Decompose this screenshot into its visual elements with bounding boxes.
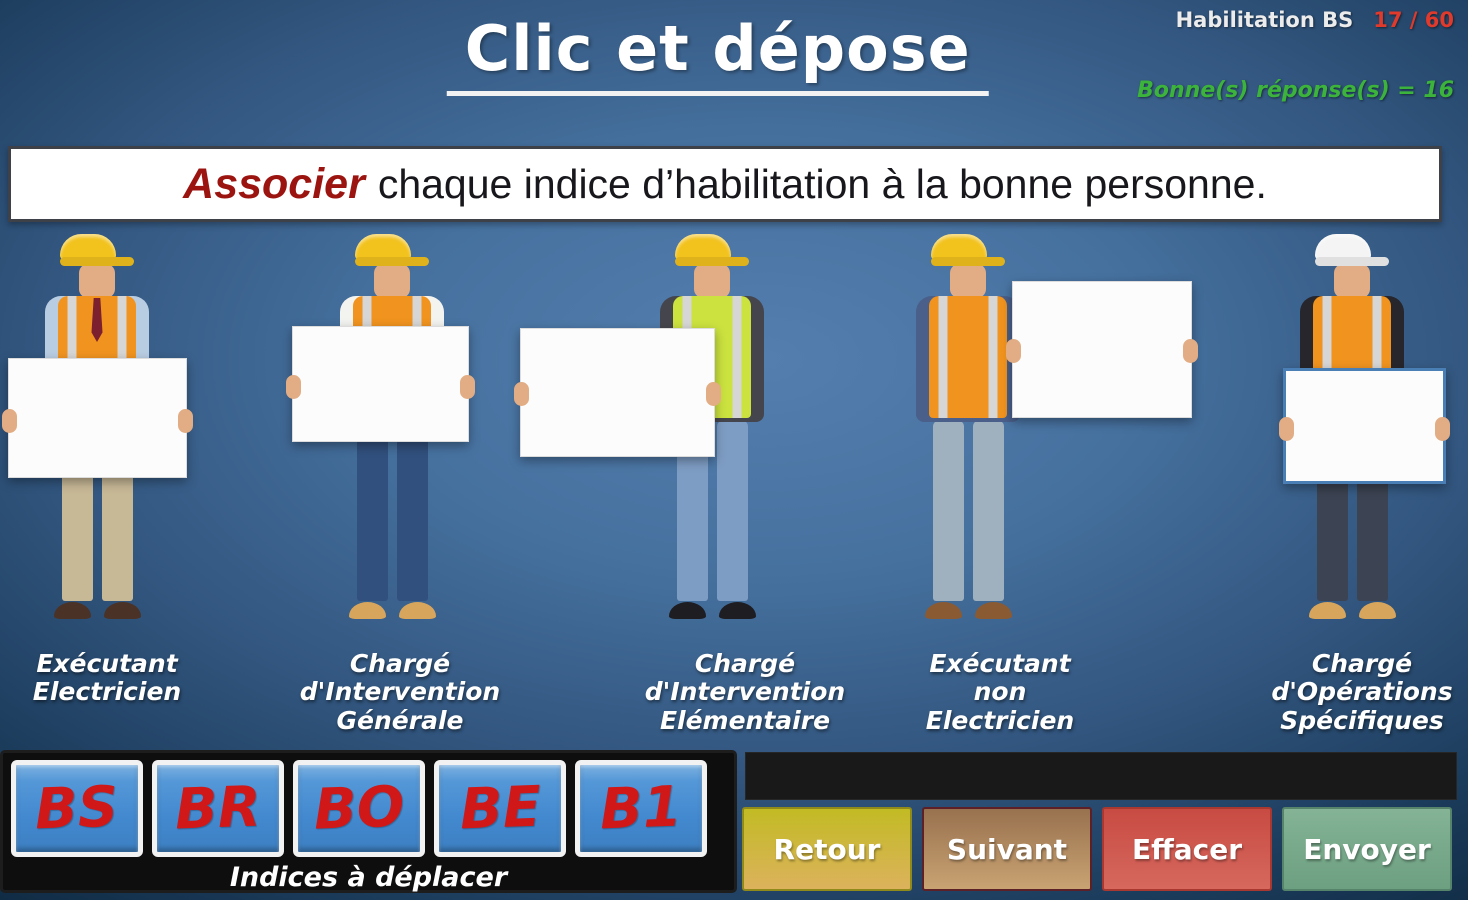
worker-boots	[348, 602, 436, 619]
index-tile-b1[interactable]: B1	[575, 760, 707, 857]
worker-face	[694, 264, 730, 298]
index-letter: BE	[458, 774, 542, 843]
instruction-emphasis: Associer	[183, 159, 365, 208]
hard-hat-icon	[675, 234, 749, 266]
hard-hat-icon	[931, 234, 1005, 266]
hard-hat-icon	[1315, 234, 1389, 266]
worker-boots	[668, 602, 756, 619]
buttons-row: Retour Suivant Effacer Envoyer	[742, 807, 1452, 891]
index-letter: BR	[173, 774, 263, 843]
sign-drop-target-charge-intervention-generale[interactable]	[286, 326, 475, 442]
index-letter: B1	[599, 774, 683, 843]
index-tile-bo[interactable]: BO	[293, 760, 425, 857]
progress-counter: 17 / 60	[1373, 8, 1454, 32]
worker-legs	[932, 421, 1004, 601]
workers-stage: Exécutant Electricien Chargé d'Interventi…	[0, 226, 1468, 750]
instruction-text: chaque indice d’habilitation à la bonne …	[377, 160, 1267, 207]
envoyer-button[interactable]: Envoyer	[1282, 807, 1452, 891]
worker-label-executant-non-electricien: Exécutant non Electricien	[925, 649, 1075, 735]
hard-hat-icon	[60, 234, 134, 266]
index-tile-be[interactable]: BE	[434, 760, 566, 857]
status-block: Habilitation BS 17 / 60 Bonne(s) réponse(…	[1137, 8, 1454, 103]
suivant-button[interactable]: Suivant	[922, 807, 1092, 891]
worker-label-executant-electricien: Exécutant Electricien	[32, 649, 182, 707]
worker-boots	[1308, 602, 1396, 619]
sign-drop-target-executant-electricien[interactable]	[2, 358, 193, 478]
index-letter: BO	[312, 774, 406, 843]
indices-panel: BS BR BO BE B1 Indices à déplacer	[0, 750, 737, 893]
retour-button[interactable]: Retour	[742, 807, 912, 891]
indices-caption: Indices à déplacer	[229, 862, 508, 893]
worker-label-charge-intervention-generale: Chargé d'Intervention Générale	[299, 649, 501, 735]
worker-boots	[924, 602, 1012, 619]
score-label: Bonne(s) réponse(s) = 16	[1137, 78, 1454, 103]
worker-label-charge-operations-specifiques: Chargé d'Opérations Spécifiques	[1271, 649, 1453, 735]
worker-face	[950, 264, 986, 298]
hard-hat-icon	[355, 234, 429, 266]
worker-charge-intervention-elementaire	[514, 226, 817, 746]
page-title: Clic et dépose	[446, 12, 989, 96]
index-tile-br[interactable]: BR	[152, 760, 284, 857]
worker-boots	[53, 602, 141, 619]
worker-legs	[356, 421, 428, 601]
sign-drop-target-charge-operations-specifiques[interactable]	[1279, 368, 1450, 484]
worker-torso	[916, 296, 1020, 422]
instruction-banner: Associer chaque indice d’habilitation à …	[8, 146, 1442, 222]
worker-label-charge-intervention-elementaire: Chargé d'Intervention Elémentaire	[644, 649, 846, 735]
indices-tray: BS BR BO BE B1	[3, 753, 734, 857]
index-tile-bs[interactable]: BS	[11, 760, 143, 857]
effacer-button[interactable]: Effacer	[1102, 807, 1272, 891]
worker-executant-non-electricien	[863, 226, 1198, 746]
index-letter: BS	[34, 774, 120, 843]
answer-strip	[745, 752, 1457, 800]
worker-face	[79, 264, 115, 298]
necktie	[91, 298, 103, 342]
worker-executant-electricien	[0, 226, 202, 746]
sign-drop-target-executant-non-electricien[interactable]	[1006, 281, 1198, 418]
worker-face	[374, 264, 410, 298]
worker-charge-operations-specifiques	[1247, 226, 1457, 746]
worker-face	[1334, 264, 1370, 298]
worker-charge-intervention-generale	[286, 226, 497, 746]
safety-vest	[929, 296, 1007, 418]
worker-photo	[903, 226, 1033, 619]
module-label: Habilitation BS	[1175, 8, 1354, 32]
sign-drop-target-charge-intervention-elementaire[interactable]	[514, 328, 721, 457]
